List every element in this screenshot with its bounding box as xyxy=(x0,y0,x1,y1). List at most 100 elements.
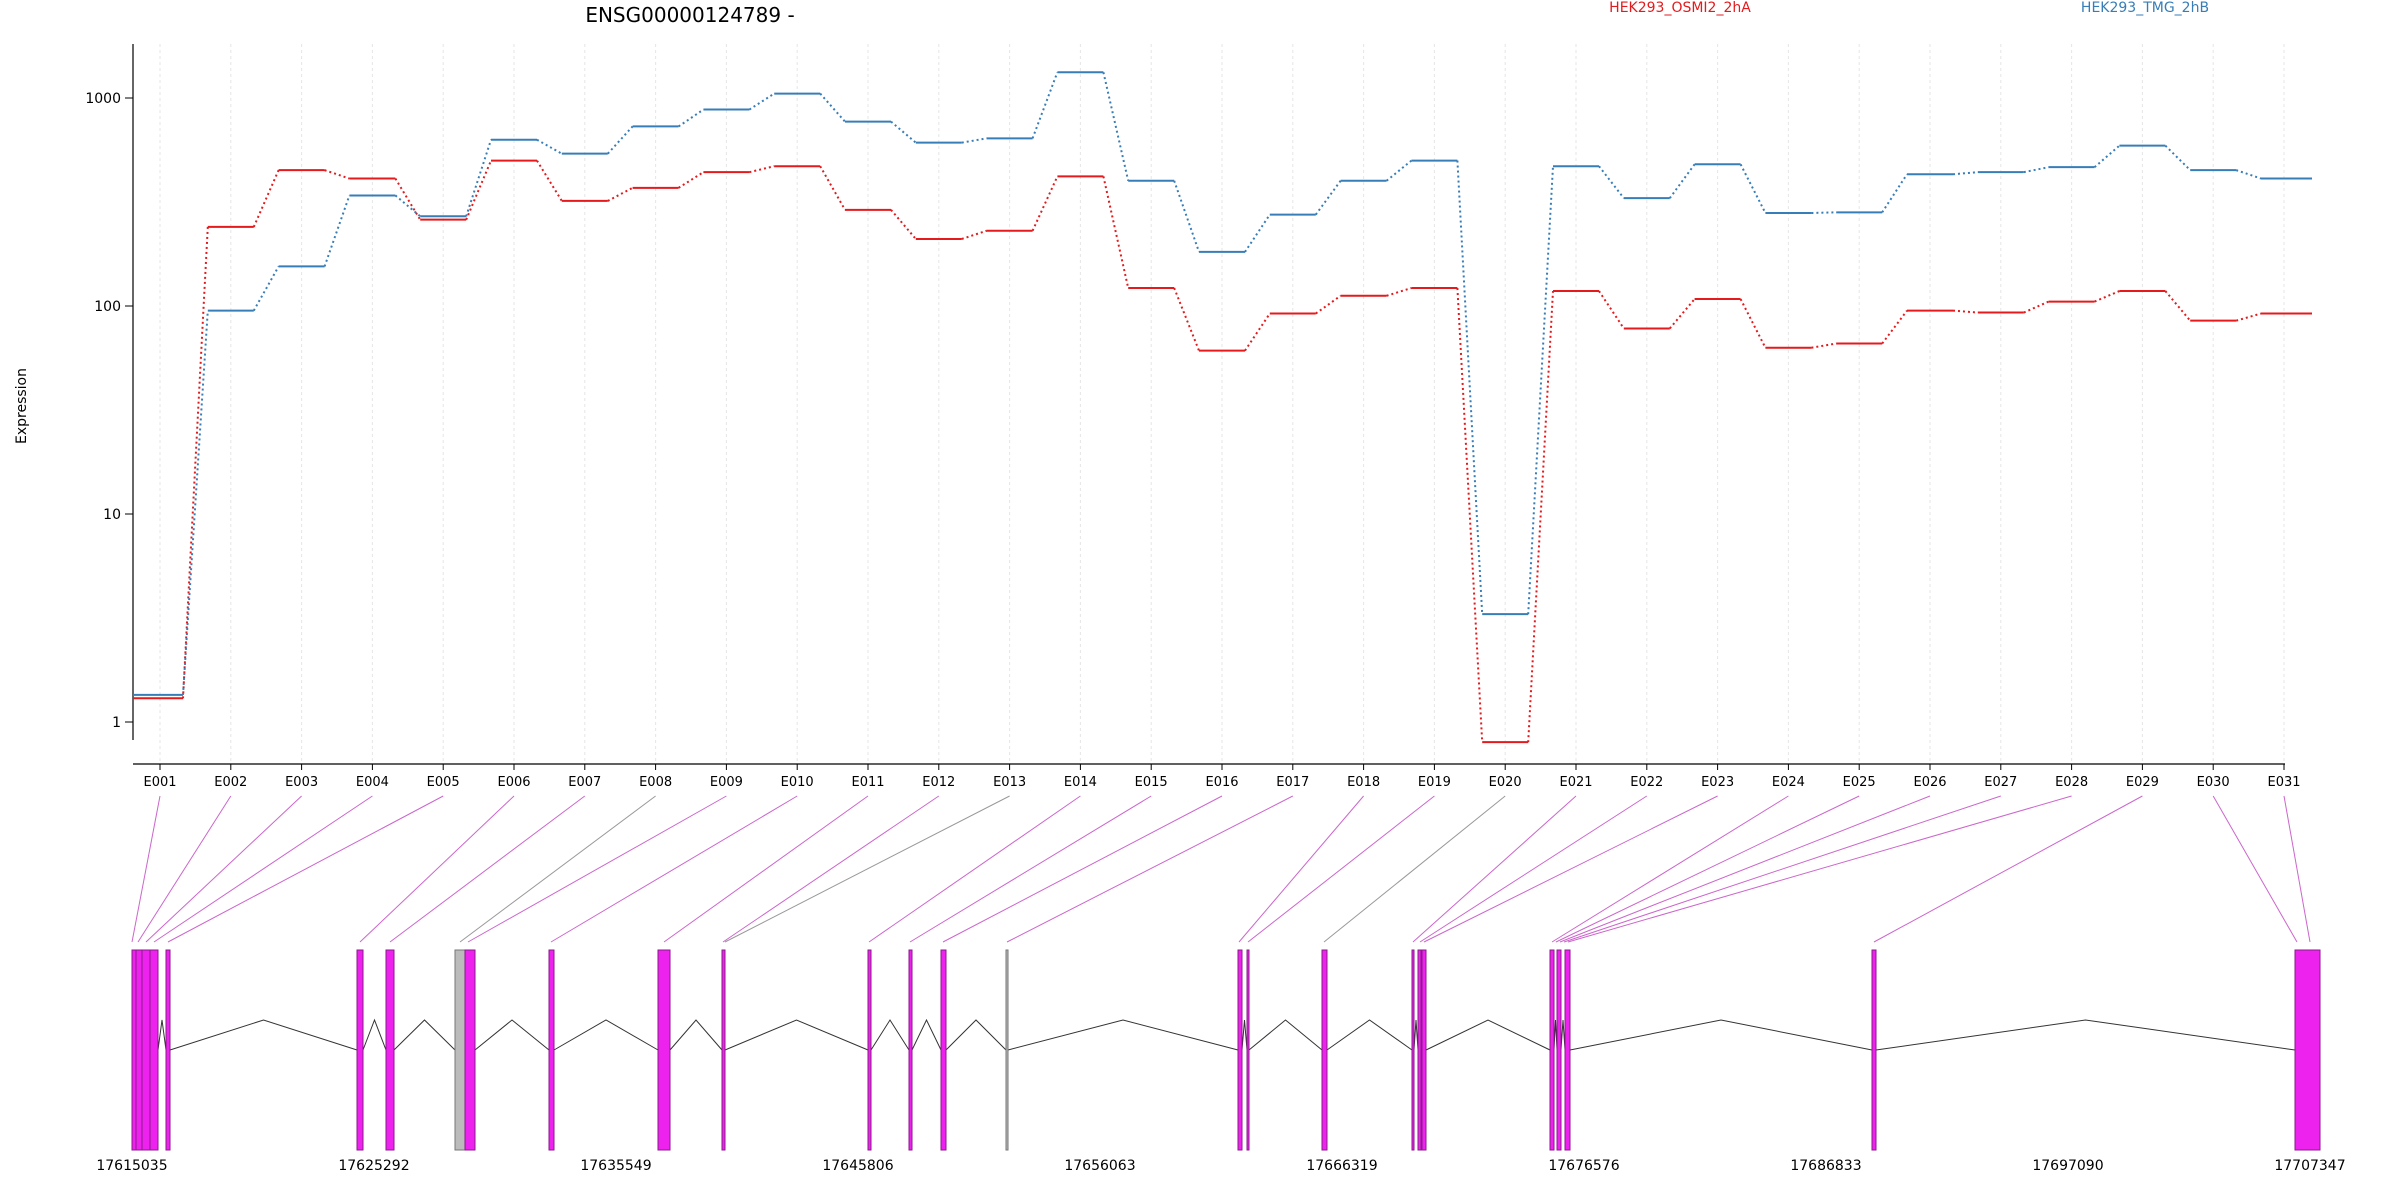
x-tick-label: E014 xyxy=(1064,775,1097,790)
intron-line xyxy=(1413,1019,1419,1051)
vertical-gridlines xyxy=(159,44,2285,764)
exon-connector xyxy=(2212,795,2298,943)
x-tick-label: E001 xyxy=(143,775,176,790)
series-transition xyxy=(1102,176,1130,289)
intron-line xyxy=(724,1019,869,1051)
series-transition xyxy=(2235,169,2262,180)
series-transition xyxy=(1952,309,1978,314)
series-transition xyxy=(1244,312,1271,352)
exon-box xyxy=(1421,949,1427,1151)
series-transition xyxy=(182,226,209,699)
series-transition xyxy=(1881,310,1908,345)
exon-connector xyxy=(909,795,1152,943)
series-transition xyxy=(1456,160,1484,615)
series-transition xyxy=(1598,165,1625,199)
intron-line xyxy=(393,1019,456,1051)
y-tick-label: 10 xyxy=(103,507,121,523)
series-transition xyxy=(1102,72,1130,181)
series-transition xyxy=(2093,144,2121,168)
series-transition xyxy=(2023,300,2050,314)
exon-box xyxy=(1871,949,1877,1151)
x-tick-label: E015 xyxy=(1135,775,1168,790)
series-transition xyxy=(2164,144,2191,171)
exon-connector xyxy=(1419,795,1648,943)
series-lines xyxy=(133,71,2312,744)
series-transition xyxy=(819,165,846,211)
series-transition xyxy=(324,169,350,180)
exon-box xyxy=(1556,949,1562,1151)
exon-connector xyxy=(137,795,232,943)
x-tick-label: E002 xyxy=(214,775,247,790)
exon-box xyxy=(721,949,726,1151)
exon-box xyxy=(2294,949,2321,1151)
legend-series-2: HEK293_TMG_2hB xyxy=(2081,0,2209,16)
exon-connector xyxy=(1555,795,1860,943)
series-transition xyxy=(465,160,492,221)
x-tick-label: E019 xyxy=(1418,775,1451,790)
exon-connector xyxy=(167,795,444,943)
x-tick-label: E011 xyxy=(851,775,884,790)
exon-box xyxy=(454,949,466,1151)
x-tick-label: E024 xyxy=(1772,775,1805,790)
series-transition xyxy=(1811,342,1837,349)
intron-line xyxy=(157,1019,167,1051)
exon-connector xyxy=(153,795,373,943)
intron-line xyxy=(474,1019,550,1051)
exon-box xyxy=(1321,949,1328,1151)
coordinate-label: 17697090 xyxy=(2032,1158,2103,1174)
series-transition xyxy=(465,139,492,217)
exon-box xyxy=(1564,949,1571,1151)
x-tick-label: E020 xyxy=(1489,775,1522,790)
exon-connector xyxy=(1423,795,1718,943)
series-transition xyxy=(1527,290,1554,743)
x-tick-label: E009 xyxy=(710,775,743,790)
y-tick-label: 100 xyxy=(94,299,121,315)
exon-box xyxy=(135,949,143,1151)
series-transition xyxy=(1031,71,1059,139)
x-tick-label: E007 xyxy=(568,775,601,790)
exon-connector xyxy=(1873,795,2143,943)
coordinate-label: 17625292 xyxy=(338,1158,409,1174)
exon-connector xyxy=(389,795,586,943)
exon-box xyxy=(940,949,947,1151)
x-tick-label: E004 xyxy=(356,775,389,790)
x-tick-label: E025 xyxy=(1843,775,1876,790)
coordinate-label: 17656063 xyxy=(1064,1158,1135,1174)
x-tick-label: E003 xyxy=(285,775,318,790)
exon-connector xyxy=(1006,795,1294,943)
series-transition xyxy=(678,171,704,189)
series-transition xyxy=(1669,298,1696,330)
series-transition xyxy=(961,229,987,240)
x-tick-label: E028 xyxy=(2055,775,2088,790)
x-tick-label: E016 xyxy=(1205,775,1238,790)
y-axis-label: Expression xyxy=(14,368,30,444)
intron-line xyxy=(1569,1019,1873,1051)
coordinate-label: 17686833 xyxy=(1790,1158,1861,1174)
x-tick-label: E021 xyxy=(1559,775,1592,790)
exon-box xyxy=(165,949,171,1151)
series-transition xyxy=(1527,166,1554,615)
series-transition xyxy=(2235,312,2262,322)
series-transition xyxy=(749,165,775,174)
axes: E001 E002 E003 E004 E005 E006 E007 E008 E009 E010… xyxy=(85,44,2301,790)
exon-connector xyxy=(2283,795,2311,943)
coordinate-label: 17666319 xyxy=(1306,1158,1377,1174)
exon-box xyxy=(131,949,137,1151)
exon-connector xyxy=(1323,795,1506,943)
x-tick-label: E030 xyxy=(2197,775,2230,790)
series-transition xyxy=(890,209,917,240)
series-transition xyxy=(819,92,846,123)
series-transition xyxy=(2164,290,2191,322)
exon-connector xyxy=(1238,795,1364,943)
exon-box xyxy=(548,949,555,1151)
series-transition xyxy=(2094,290,2120,303)
series-transition xyxy=(1386,287,1412,297)
x-tick-label: E026 xyxy=(1913,775,1946,790)
series-transition xyxy=(607,186,634,202)
exon-box xyxy=(657,949,671,1151)
exon-connector xyxy=(459,795,656,943)
exon-connector xyxy=(1412,795,1577,943)
series-transition xyxy=(1385,159,1413,182)
series-transition xyxy=(1173,287,1200,352)
